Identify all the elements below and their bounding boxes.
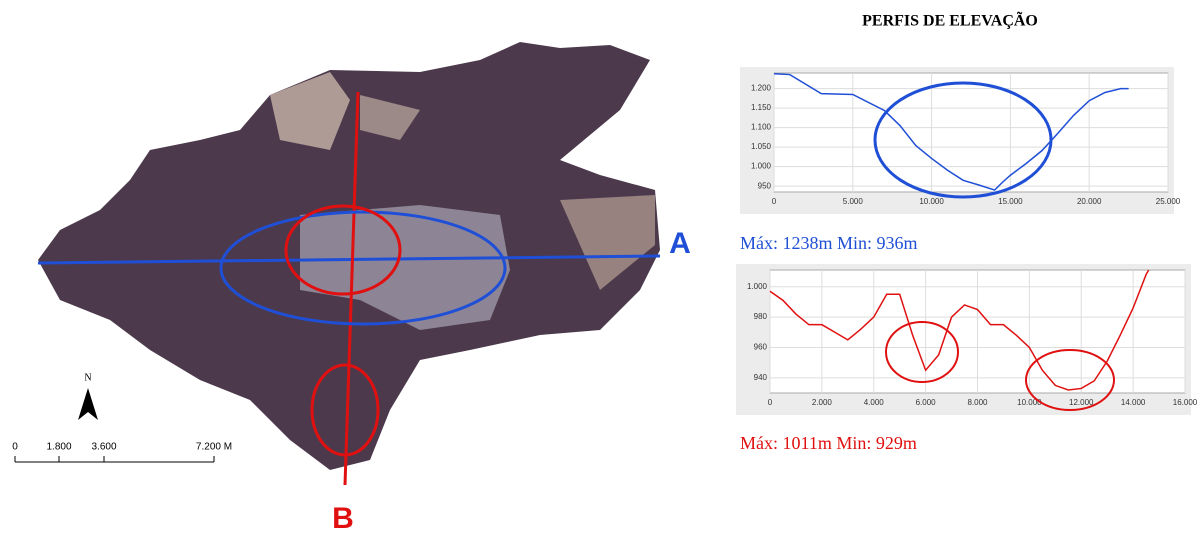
map: A B N 0 1.800 3.600 7.200 M bbox=[12, 42, 691, 535]
x-tick-label: 20.000 bbox=[1077, 197, 1102, 206]
caption: Máx: 1238m Min: 936m bbox=[740, 233, 918, 253]
page: A B N 0 1.800 3.600 7.200 M PERFIS DE EL… bbox=[0, 0, 1200, 539]
charts: 950 1.000 1.050 1.100 1.150 1.200 0 5.000 10.000… bbox=[736, 67, 1198, 453]
y-tick-label: 960 bbox=[754, 343, 768, 352]
x-tick-label: 0 bbox=[768, 398, 773, 407]
scale-label: 0 bbox=[12, 442, 18, 453]
scale-label: 1.800 bbox=[46, 442, 71, 453]
y-tick-label: 1.200 bbox=[751, 84, 772, 93]
x-tick-label: 14.000 bbox=[1121, 398, 1146, 407]
y-tick-label: 1.050 bbox=[751, 142, 772, 151]
y-tick-label: 1.000 bbox=[751, 162, 772, 171]
x-tick-label: 10.000 bbox=[1017, 398, 1042, 407]
y-tick-label: 1.000 bbox=[747, 282, 768, 291]
y-tick-label: 980 bbox=[754, 312, 768, 321]
x-tick-label: 4.000 bbox=[864, 398, 885, 407]
x-tick-label: 6.000 bbox=[916, 398, 937, 407]
y-tick-label: 950 bbox=[758, 181, 772, 190]
x-tick-label: 5.000 bbox=[843, 197, 864, 206]
x-tick-label: 8.000 bbox=[967, 398, 988, 407]
x-tick-label: 10.000 bbox=[919, 197, 944, 206]
y-tick-label: 940 bbox=[754, 373, 768, 382]
y-tick-label: 1.100 bbox=[751, 123, 772, 132]
label-a: A bbox=[669, 227, 691, 260]
caption: Máx: 1011m Min: 929m bbox=[740, 433, 917, 453]
label-b: B bbox=[332, 502, 354, 535]
north-arrow bbox=[78, 388, 98, 420]
x-tick-label: 15.000 bbox=[998, 197, 1023, 206]
scale-label: 7.200 M bbox=[196, 442, 232, 453]
north-label: N bbox=[84, 372, 91, 383]
scale-label: 3.600 bbox=[91, 442, 116, 453]
x-tick-label: 25.000 bbox=[1156, 197, 1181, 206]
page-title: PERFIS DE ELEVAÇÃO bbox=[862, 11, 1038, 30]
x-tick-label: 0 bbox=[772, 197, 777, 206]
y-tick-label: 1.150 bbox=[751, 103, 772, 112]
x-tick-label: 16.000 bbox=[1173, 398, 1198, 407]
x-tick-label: 2.000 bbox=[812, 398, 833, 407]
